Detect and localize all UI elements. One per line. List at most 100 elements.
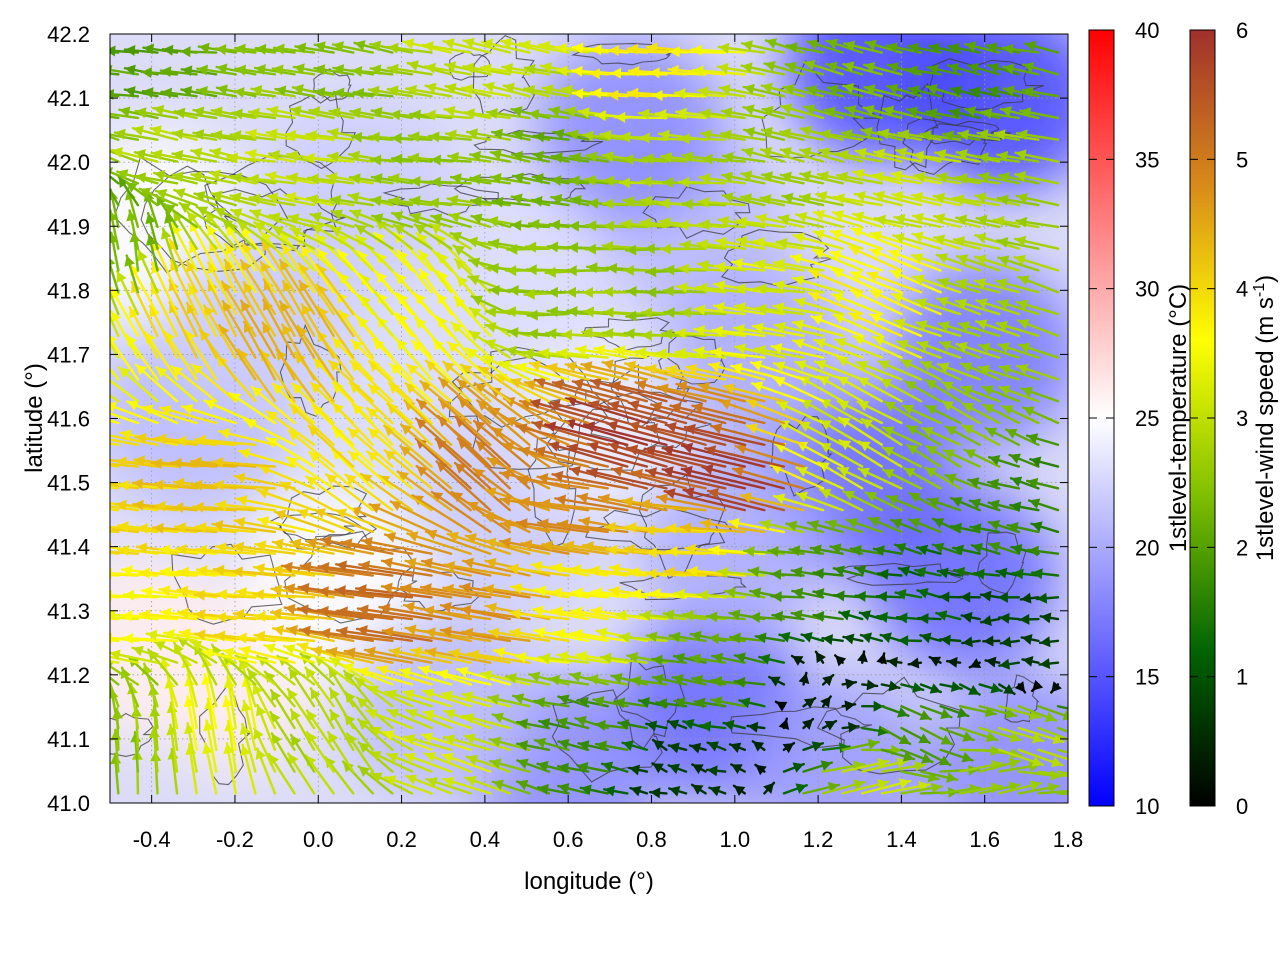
wind-arrow-head [734, 652, 746, 664]
wind-arrow-head [490, 758, 502, 770]
wind-arrow-head [700, 720, 712, 732]
wind-arrow [425, 776, 472, 795]
wind-arrow [821, 719, 838, 731]
wind-arrow [487, 693, 531, 708]
wind-arrow-head [510, 627, 521, 639]
wind-arrow [422, 709, 472, 730]
wind-arrow [821, 634, 844, 645]
wind-arrow-head [233, 608, 245, 620]
wind-arrow-head [481, 670, 493, 681]
wind-arrow [398, 667, 453, 686]
wind-arrow-head [946, 772, 958, 783]
wind-arrow [998, 726, 1045, 744]
wind-arrow [436, 669, 492, 686]
wind-arrow-head [370, 727, 382, 737]
wind-arrow-head [539, 718, 551, 729]
wind-arrow [763, 781, 776, 795]
wind-arrow-head [1005, 707, 1017, 719]
wind-arrow-head [328, 732, 339, 744]
wind-arrow [778, 631, 805, 643]
wind-arrow-head [357, 625, 368, 636]
wind-arrow-head [462, 691, 474, 702]
wind-arrow [859, 632, 884, 644]
wind-arrow [508, 627, 570, 643]
wind-arrow-head [1051, 681, 1062, 693]
wind-arrow-head [820, 696, 831, 708]
wind-arrow [968, 658, 982, 669]
wind-arrow-head [801, 719, 813, 730]
wind-arrow-head [656, 698, 668, 710]
wind-arrow [410, 646, 472, 664]
wind-arrow-head [93, 313, 103, 324]
wind-arrow-head [880, 632, 892, 644]
wind-arrow-head [77, 521, 88, 532]
wind-arrow [1038, 658, 1060, 670]
wind-arrow [841, 700, 857, 712]
wind-arrow [1056, 705, 1068, 710]
wind-arrow-head [730, 632, 741, 644]
wind-arrow [309, 687, 335, 730]
wind-arrow-head [406, 774, 418, 785]
wind-arrow-head [84, 631, 94, 642]
wind-arrow-head [646, 631, 658, 643]
wind-arrow [269, 710, 296, 752]
wind-arrow [1014, 681, 1027, 694]
wind-arrow-head [423, 688, 435, 700]
wind-arrow-head [731, 764, 743, 775]
wind-arrow [110, 655, 140, 664]
wind-arrow [289, 708, 316, 752]
wind-arrow-head [618, 719, 630, 730]
wind-arrow-head [755, 632, 767, 644]
wind-arrow [235, 632, 296, 644]
contour-line [313, 68, 352, 102]
wind-arrow-head [674, 697, 686, 708]
wind-arrow-head [938, 755, 951, 766]
wind-arrow [782, 762, 805, 773]
wind-arrow-head [763, 782, 774, 794]
wind-arrow-head [668, 763, 680, 774]
wind-arrow-head [1009, 731, 1021, 743]
wind-arrow-head [190, 640, 203, 651]
wind-arrow [939, 634, 962, 646]
wind-arrow-head [990, 745, 1002, 757]
wind-arrow-head [406, 708, 418, 719]
wind-arrow-head [425, 646, 437, 658]
wind-arrow-shaft [1056, 748, 1068, 754]
wind-arrow-head [873, 700, 884, 712]
wind-arrow-head [371, 772, 383, 783]
wind-arrow [834, 654, 847, 667]
wind-arrow-head [673, 652, 685, 664]
wind-arrow-head [537, 760, 549, 772]
wind-arrow [1037, 770, 1068, 778]
wind-arrow-head [877, 778, 889, 790]
wind-arrow-head [619, 631, 630, 643]
wind-arrow [802, 760, 833, 773]
wind-arrow-head [195, 629, 206, 641]
wind-arrow-head [345, 691, 356, 704]
wind-arrow-head [983, 635, 994, 647]
contour-line [929, 58, 1044, 111]
wind-arrow-head [222, 696, 233, 708]
wind-arrow-head [835, 655, 847, 667]
wind-arrow [668, 786, 688, 797]
wind-arrow-head [739, 697, 751, 709]
wind-arrow-head [383, 730, 395, 741]
wind-arrow [998, 683, 1016, 696]
wind-arrow-head [1000, 636, 1012, 648]
wind-arrow-head [593, 696, 605, 707]
wind-arrow [464, 775, 512, 795]
wind-arrow-shaft [335, 629, 414, 643]
wind-arrow-head [887, 656, 898, 668]
wind-arrow-head [962, 731, 974, 742]
wind-arrow-head [596, 627, 608, 639]
wind-arrow [1056, 770, 1068, 775]
wind-arrow [386, 752, 433, 773]
wind-arrow [480, 670, 531, 686]
wind-arrow-head [387, 752, 399, 763]
wind-arrow-head [1032, 679, 1044, 691]
contour-line [729, 706, 873, 749]
wind-arrow [1056, 748, 1068, 754]
wind-arrow [621, 740, 649, 752]
wind-arrow [442, 776, 492, 795]
wind-arrow-head [287, 689, 299, 701]
